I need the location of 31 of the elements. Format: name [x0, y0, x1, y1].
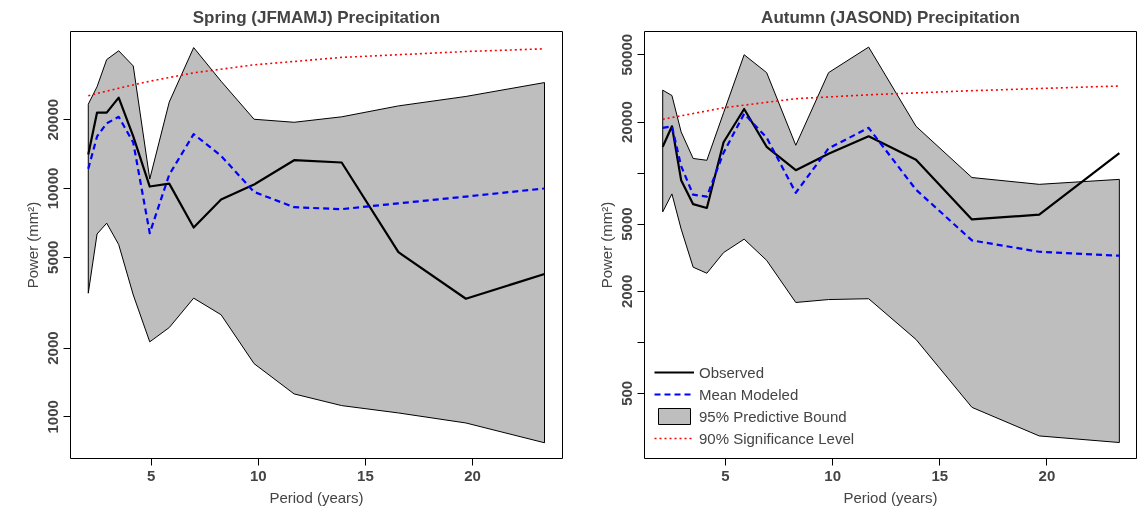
y-tick-label: 500 [618, 380, 636, 406]
legend-label: 90% Significance Level [699, 429, 855, 447]
y-tick-label: 20000 [618, 101, 636, 143]
x-axis-title: Period (years) [843, 488, 938, 506]
y-tick-label: 5000 [618, 207, 636, 241]
x-tick-label: 5 [721, 466, 730, 484]
chart-title: Spring (JFMAMJ) Precipitation [192, 7, 441, 27]
x-tick-label: 10 [250, 466, 267, 484]
x-tick-label: 20 [1038, 466, 1056, 484]
y-axis-title: Power (mm²) [23, 201, 41, 289]
y-tick-label: 20000 [44, 98, 62, 141]
y-axis-title: Power (mm²) [597, 201, 615, 289]
x-tick-label: 15 [931, 466, 949, 484]
y-tick-label: 2000 [44, 331, 62, 365]
y-tick-label: 1000 [44, 400, 62, 434]
y-tick-label: 5000 [44, 240, 62, 274]
x-tick-label: 15 [357, 466, 374, 484]
legend-label: Observed [699, 363, 765, 381]
x-tick-label: 20 [464, 466, 481, 484]
legend-label: 95% Predictive Bound [699, 407, 847, 425]
legend-label: Mean Modeled [699, 385, 799, 403]
chart-title: Autumn (JASOND) Precipitation [761, 7, 1020, 27]
line-series [661, 85, 1121, 121]
y-tick-label: 50000 [618, 33, 636, 76]
x-axis-title: Period (years) [269, 488, 364, 506]
y-tick-label: 10000 [44, 167, 62, 210]
x-tick-label: 10 [824, 466, 841, 484]
y-tick-label: 2000 [618, 274, 636, 309]
x-tick-label: 5 [147, 466, 156, 484]
line-series [661, 112, 1121, 257]
line-series [87, 115, 546, 235]
